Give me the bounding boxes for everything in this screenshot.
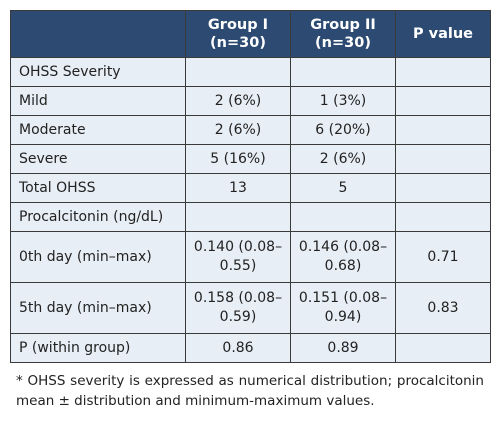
footnote: * OHSS severity is expressed as numerica… xyxy=(16,373,484,409)
cell: 0.158 (0.08–0.59) xyxy=(185,282,291,334)
row-label: Mild xyxy=(10,86,186,116)
cell: 5 (16%) xyxy=(185,144,291,174)
cell xyxy=(395,173,491,203)
cell: 0.86 xyxy=(185,333,291,363)
table-row: Total OHSS 13 5 xyxy=(10,173,491,203)
header-cell: Group I (n=30) xyxy=(185,10,291,58)
cell: 2 (6%) xyxy=(290,144,396,174)
cell xyxy=(185,202,291,232)
table-row: Severe 5 (16%) 2 (6%) xyxy=(10,144,491,174)
table-row: OHSS Severity xyxy=(10,57,491,87)
header-cell: P value xyxy=(395,10,491,58)
row-label: Severe xyxy=(10,144,186,174)
cell xyxy=(395,333,491,363)
table-row: Procalcitonin (ng/dL) xyxy=(10,202,491,232)
row-label: Procalcitonin (ng/dL) xyxy=(10,202,186,232)
table-row: P (within group) 0.86 0.89 xyxy=(10,333,491,363)
cell xyxy=(395,202,491,232)
cell: 0.89 xyxy=(290,333,396,363)
cell: 6 (20%) xyxy=(290,115,396,145)
header-blank xyxy=(10,10,186,58)
cell: 0.146 (0.08–0.68) xyxy=(290,231,396,283)
row-label: P (within group) xyxy=(10,333,186,363)
row-label: Total OHSS xyxy=(10,173,186,203)
row-label: 0th day (min–max) xyxy=(10,231,186,283)
table-row: Moderate 2 (6%) 6 (20%) xyxy=(10,115,491,145)
cell: 2 (6%) xyxy=(185,86,291,116)
table-row: 0th day (min–max) 0.140 (0.08–0.55) 0.146 … xyxy=(10,231,491,283)
cell xyxy=(395,86,491,116)
data-table: Group I (n=30) Group II (n=30) P value OHS… xyxy=(10,10,491,363)
cell xyxy=(395,57,491,87)
cell xyxy=(290,57,396,87)
row-label: 5th day (min–max) xyxy=(10,282,186,334)
cell xyxy=(185,57,291,87)
cell xyxy=(290,202,396,232)
cell: 13 xyxy=(185,173,291,203)
cell: 0.140 (0.08–0.55) xyxy=(185,231,291,283)
cell xyxy=(395,115,491,145)
cell: 0.83 xyxy=(395,282,491,334)
header-row: Group I (n=30) Group II (n=30) P value xyxy=(10,10,491,58)
cell: 0.71 xyxy=(395,231,491,283)
cell: 5 xyxy=(290,173,396,203)
cell: 1 (3%) xyxy=(290,86,396,116)
row-label: OHSS Severity xyxy=(10,57,186,87)
table-row: 5th day (min–max) 0.158 (0.08–0.59) 0.151 … xyxy=(10,282,491,334)
cell: 2 (6%) xyxy=(185,115,291,145)
row-label: Moderate xyxy=(10,115,186,145)
cell xyxy=(395,144,491,174)
header-cell: Group II (n=30) xyxy=(290,10,396,58)
table-row: Mild 2 (6%) 1 (3%) xyxy=(10,86,491,116)
cell: 0.151 (0.08–0.94) xyxy=(290,282,396,334)
